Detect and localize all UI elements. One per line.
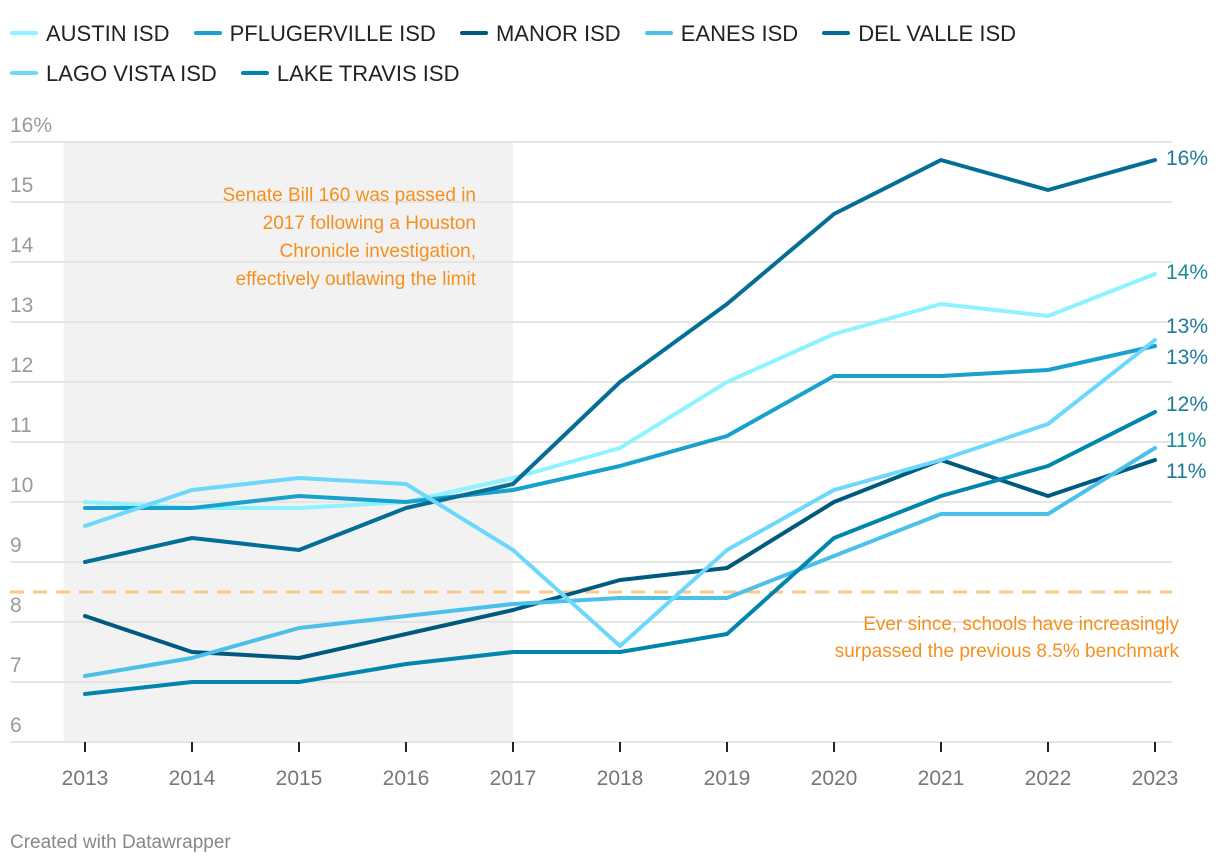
- legend-label: LAGO VISTA ISD: [46, 61, 217, 86]
- end-value-label: 13%: [1166, 346, 1208, 369]
- series-line-manor-isd: [83, 458, 1157, 660]
- series-line-eanes-isd: [83, 446, 1157, 678]
- annotation-senate-bill-line: Senate Bill 160 was passed in: [223, 185, 477, 206]
- legend-item-eanes: EANES ISD: [644, 14, 799, 54]
- series-line-austin-isd: [83, 272, 1157, 510]
- end-value-label: 11%: [1166, 429, 1206, 452]
- series-line-lake-travis-isd: [83, 410, 1157, 696]
- end-value-label: 12%: [1166, 393, 1208, 416]
- x-tick-label: 2013: [62, 767, 109, 790]
- legend-swatch: [644, 31, 673, 36]
- y-tick-label: 14: [10, 234, 34, 257]
- legend-item-manor: MANOR ISD: [459, 14, 621, 54]
- x-tick-label: 2019: [704, 767, 751, 790]
- end-labels: 14% 13% 11% 11% 16% 13% 12%: [1166, 147, 1208, 483]
- x-axis: 2013 2014 2015 2016 2017 2018 2019 2020 2021 2022…: [62, 742, 1179, 790]
- y-axis-labels: 6 7 8 9 10 11 12 13 14 15 16%: [10, 114, 52, 737]
- annotation-senate-bill-line: Chronicle investigation,: [280, 241, 476, 262]
- y-tick-label: 10: [10, 474, 33, 497]
- y-tick-label: 9: [10, 534, 22, 557]
- end-value-label: 16%: [1166, 147, 1208, 170]
- x-tick-label: 2016: [383, 767, 430, 790]
- annotation-senate-bill-line: 2017 following a Houston: [263, 213, 476, 234]
- x-tick-label: 2015: [276, 767, 323, 790]
- legend-swatch: [10, 71, 38, 76]
- footer-credit: Created with Datawrapper: [10, 832, 231, 853]
- legend-swatch: [193, 31, 222, 36]
- y-tick-label: 11: [10, 414, 32, 437]
- series-line-del-valle-isd: [83, 158, 1157, 564]
- x-tick-label: 2022: [1025, 767, 1072, 790]
- x-tick-label: 2014: [169, 767, 216, 790]
- legend-label: AUSTIN ISD: [46, 21, 170, 46]
- legend-label: DEL VALLE ISD: [858, 21, 1017, 46]
- x-tick-label: 2021: [918, 767, 965, 790]
- legend-label: PFLUGERVILLE ISD: [229, 21, 436, 46]
- annotation-senate-bill-line: effectively outlawing the limit: [236, 269, 477, 290]
- legend-item-austin: AUSTIN ISD: [10, 14, 169, 54]
- legend-swatch: [240, 71, 269, 76]
- y-tick-label: 15: [10, 174, 33, 197]
- y-tick-label: 8: [10, 594, 22, 617]
- legend-item-lake-travis: LAKE TRAVIS ISD: [240, 54, 460, 94]
- series-lines: [83, 158, 1157, 696]
- end-value-label: 11%: [1166, 460, 1206, 483]
- legend-swatch: [822, 31, 851, 36]
- x-tick-label: 2018: [597, 767, 644, 790]
- series-line-pflugerville-isd: [83, 344, 1157, 510]
- legend-item-del-valle: DEL VALLE ISD: [822, 14, 1016, 54]
- annotation-benchmark-line: surpassed the previous 8.5% benchmark: [835, 641, 1180, 662]
- legend-swatch: [10, 31, 38, 36]
- legend-item-lago-vista: LAGO VISTA ISD: [10, 54, 217, 94]
- legend-label: LAKE TRAVIS ISD: [276, 61, 460, 86]
- x-tick-label: 2023: [1132, 767, 1179, 790]
- legend-label: EANES ISD: [680, 21, 799, 46]
- series-line-lago-vista-isd: [83, 338, 1157, 648]
- legend-label: MANOR ISD: [495, 21, 621, 46]
- y-tick-label: 16%: [10, 114, 52, 137]
- y-tick-label: 7: [10, 654, 22, 677]
- x-tick-label: 2020: [811, 767, 858, 790]
- annotation-benchmark-line: Ever since, schools have increasingly: [863, 614, 1179, 635]
- end-value-label: 14%: [1166, 261, 1208, 284]
- chart-legend: AUSTIN ISD PFLUGERVILLE ISD MANOR ISD EA…: [10, 14, 1215, 94]
- legend-swatch: [459, 31, 488, 36]
- end-value-label: 13%: [1166, 315, 1208, 338]
- y-tick-label: 13: [10, 294, 33, 317]
- legend-item-pflugerville: PFLUGERVILLE ISD: [193, 14, 436, 54]
- y-tick-label: 6: [10, 714, 22, 737]
- x-tick-label: 2017: [490, 767, 537, 790]
- y-tick-label: 12: [10, 354, 33, 377]
- annotations: Senate Bill 160 was passed in 2017 follow…: [223, 185, 1180, 662]
